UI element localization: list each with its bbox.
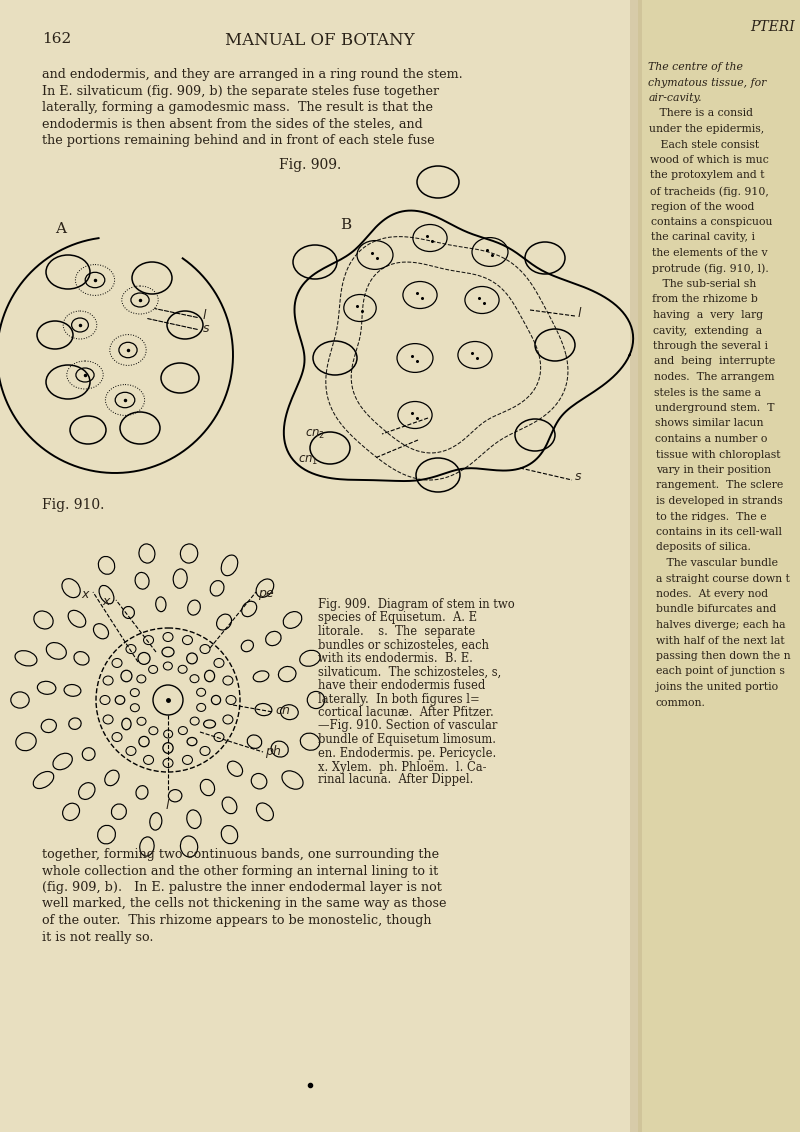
Text: together, forming two continuous bands, one surrounding the: together, forming two continuous bands, … <box>42 848 439 861</box>
Text: rangement.  The sclere: rangement. The sclere <box>656 480 783 490</box>
Text: nodes.  At every nod: nodes. At every nod <box>656 589 768 599</box>
Text: $cn_1$: $cn_1$ <box>298 454 318 466</box>
Text: Fig. 910.: Fig. 910. <box>42 498 104 512</box>
Text: PTERI: PTERI <box>750 20 795 34</box>
Text: $s$: $s$ <box>202 321 210 334</box>
Text: The centre of the: The centre of the <box>648 62 746 72</box>
Text: laterally, forming a gamodesmic mass.  The result is that the: laterally, forming a gamodesmic mass. Th… <box>42 101 433 114</box>
Text: $pe$: $pe$ <box>258 588 275 602</box>
Text: —Fig. 910. Section of vascular: —Fig. 910. Section of vascular <box>318 720 498 732</box>
Text: $l$: $l$ <box>166 798 170 812</box>
Text: having  a  very  larg: having a very larg <box>653 310 763 320</box>
Text: vary in their position: vary in their position <box>656 465 770 475</box>
Text: each point of junction s: each point of junction s <box>656 667 785 677</box>
Text: the portions remaining behind and in front of each stele fuse: the portions remaining behind and in fro… <box>42 134 434 147</box>
Text: $l$: $l$ <box>202 308 207 321</box>
Text: In E. silvaticum (fig. 909, b) the separate steles fuse together: In E. silvaticum (fig. 909, b) the separ… <box>42 85 439 97</box>
Text: passing then down the n: passing then down the n <box>656 651 790 661</box>
Text: of tracheids (fig. 910,: of tracheids (fig. 910, <box>650 186 770 197</box>
Text: with its endodermis.  B. E.: with its endodermis. B. E. <box>318 652 473 664</box>
Text: a straight course down t: a straight course down t <box>656 574 790 583</box>
Text: x. Xylem.  ph. Phloëm.  l. Ca-: x. Xylem. ph. Phloëm. l. Ca- <box>318 760 486 774</box>
Text: contains in its cell-wall: contains in its cell-wall <box>656 528 782 537</box>
Text: the protoxylem and t: the protoxylem and t <box>650 171 765 180</box>
Text: well marked, the cells not thickening in the same way as those: well marked, the cells not thickening in… <box>42 898 446 910</box>
Text: $ph$: $ph$ <box>265 744 282 761</box>
Text: 162: 162 <box>42 32 71 46</box>
Bar <box>630 0 642 1132</box>
Text: of the outer.  This rhizome appears to be monostelic, though: of the outer. This rhizome appears to be… <box>42 914 431 927</box>
Text: chymatous tissue, for: chymatous tissue, for <box>648 77 766 87</box>
Text: bundles or schizosteles, each: bundles or schizosteles, each <box>318 638 489 652</box>
Text: The vascular bundle: The vascular bundle <box>656 558 778 568</box>
Bar <box>0 0 638 1132</box>
Text: tissue with chloroplast: tissue with chloroplast <box>655 449 780 460</box>
Text: the elements of the v: the elements of the v <box>651 248 767 258</box>
Text: Each stele consist: Each stele consist <box>650 139 758 149</box>
Text: $s$: $s$ <box>574 471 582 483</box>
Text: $cn$: $cn$ <box>275 703 291 717</box>
Text: common.: common. <box>656 697 706 708</box>
Text: the carinal cavity, i: the carinal cavity, i <box>651 232 755 242</box>
Text: nodes.  The arrangem: nodes. The arrangem <box>654 372 774 381</box>
Text: with half of the next lat: with half of the next lat <box>656 635 785 645</box>
Text: air-cavity.: air-cavity. <box>649 93 702 103</box>
Text: contains a number o: contains a number o <box>655 434 767 444</box>
Text: bundle of Equisetum limosum.: bundle of Equisetum limosum. <box>318 734 496 746</box>
Text: halves diverge; each ha: halves diverge; each ha <box>656 620 786 631</box>
Text: steles is the same a: steles is the same a <box>654 387 762 397</box>
Text: have their endodermis fused: have their endodermis fused <box>318 679 486 692</box>
Text: (fig. 909, b).   In E. palustre the inner endodermal layer is not: (fig. 909, b). In E. palustre the inner … <box>42 881 442 894</box>
Text: joins the united portio: joins the united portio <box>656 681 778 692</box>
Text: wood of which is muc: wood of which is muc <box>650 155 769 165</box>
Text: $x$: $x$ <box>102 595 112 608</box>
Text: through the several i: through the several i <box>654 341 768 351</box>
Text: is developed in strands: is developed in strands <box>656 496 782 506</box>
Text: $cn_2$: $cn_2$ <box>305 428 326 440</box>
Text: $l$: $l$ <box>577 306 582 320</box>
Text: endodermis is then absent from the sides of the steles, and: endodermis is then absent from the sides… <box>42 118 422 130</box>
Text: to the ridges.  The e: to the ridges. The e <box>656 512 766 522</box>
Text: There is a consid: There is a consid <box>649 109 753 119</box>
Text: litorale.    s.  The  separate: litorale. s. The separate <box>318 625 475 638</box>
Text: rinal lacuna.  After Dippel.: rinal lacuna. After Dippel. <box>318 773 474 787</box>
Text: region of the wood: region of the wood <box>650 201 754 212</box>
Text: bundle bifurcates and: bundle bifurcates and <box>656 604 776 615</box>
Text: B: B <box>340 218 351 232</box>
Text: silvaticum.  The schizosteles, s,: silvaticum. The schizosteles, s, <box>318 666 502 678</box>
Text: it is not really so.: it is not really so. <box>42 931 154 943</box>
Text: cortical lacunæ.  After Pfitzer.: cortical lacunæ. After Pfitzer. <box>318 706 494 719</box>
Text: The sub-serial sh: The sub-serial sh <box>652 278 757 289</box>
Bar <box>638 0 800 1132</box>
Text: protrude (fig. 910, l).: protrude (fig. 910, l). <box>652 264 769 274</box>
Text: cavity,  extending  a: cavity, extending a <box>653 326 762 335</box>
Text: from the rhizome b: from the rhizome b <box>653 294 758 305</box>
Text: A: A <box>55 222 66 235</box>
Text: shows similar lacun: shows similar lacun <box>655 419 763 429</box>
Text: Fig. 909.  Diagram of stem in two: Fig. 909. Diagram of stem in two <box>318 598 514 611</box>
Text: whole collection and the other forming an internal lining to it: whole collection and the other forming a… <box>42 865 438 877</box>
Text: and endodermis, and they are arranged in a ring round the stem.: and endodermis, and they are arranged in… <box>42 68 462 82</box>
Text: contains a conspicuou: contains a conspicuou <box>651 217 773 228</box>
Text: en. Endodermis. pe. Pericycle.: en. Endodermis. pe. Pericycle. <box>318 746 496 760</box>
Text: deposits of silica.: deposits of silica. <box>656 542 751 552</box>
Text: underground stem.  T: underground stem. T <box>654 403 774 413</box>
Text: $x$: $x$ <box>81 588 91 601</box>
Text: species of Equisetum.  A. E: species of Equisetum. A. E <box>318 611 477 625</box>
Text: laterally.  In both figures l=: laterally. In both figures l= <box>318 693 480 705</box>
Text: MANUAL OF BOTANY: MANUAL OF BOTANY <box>225 32 415 49</box>
Text: under the epidermis,: under the epidermis, <box>650 125 765 134</box>
Text: Fig. 909.: Fig. 909. <box>279 158 341 172</box>
Text: and  being  interrupte: and being interrupte <box>654 357 775 367</box>
